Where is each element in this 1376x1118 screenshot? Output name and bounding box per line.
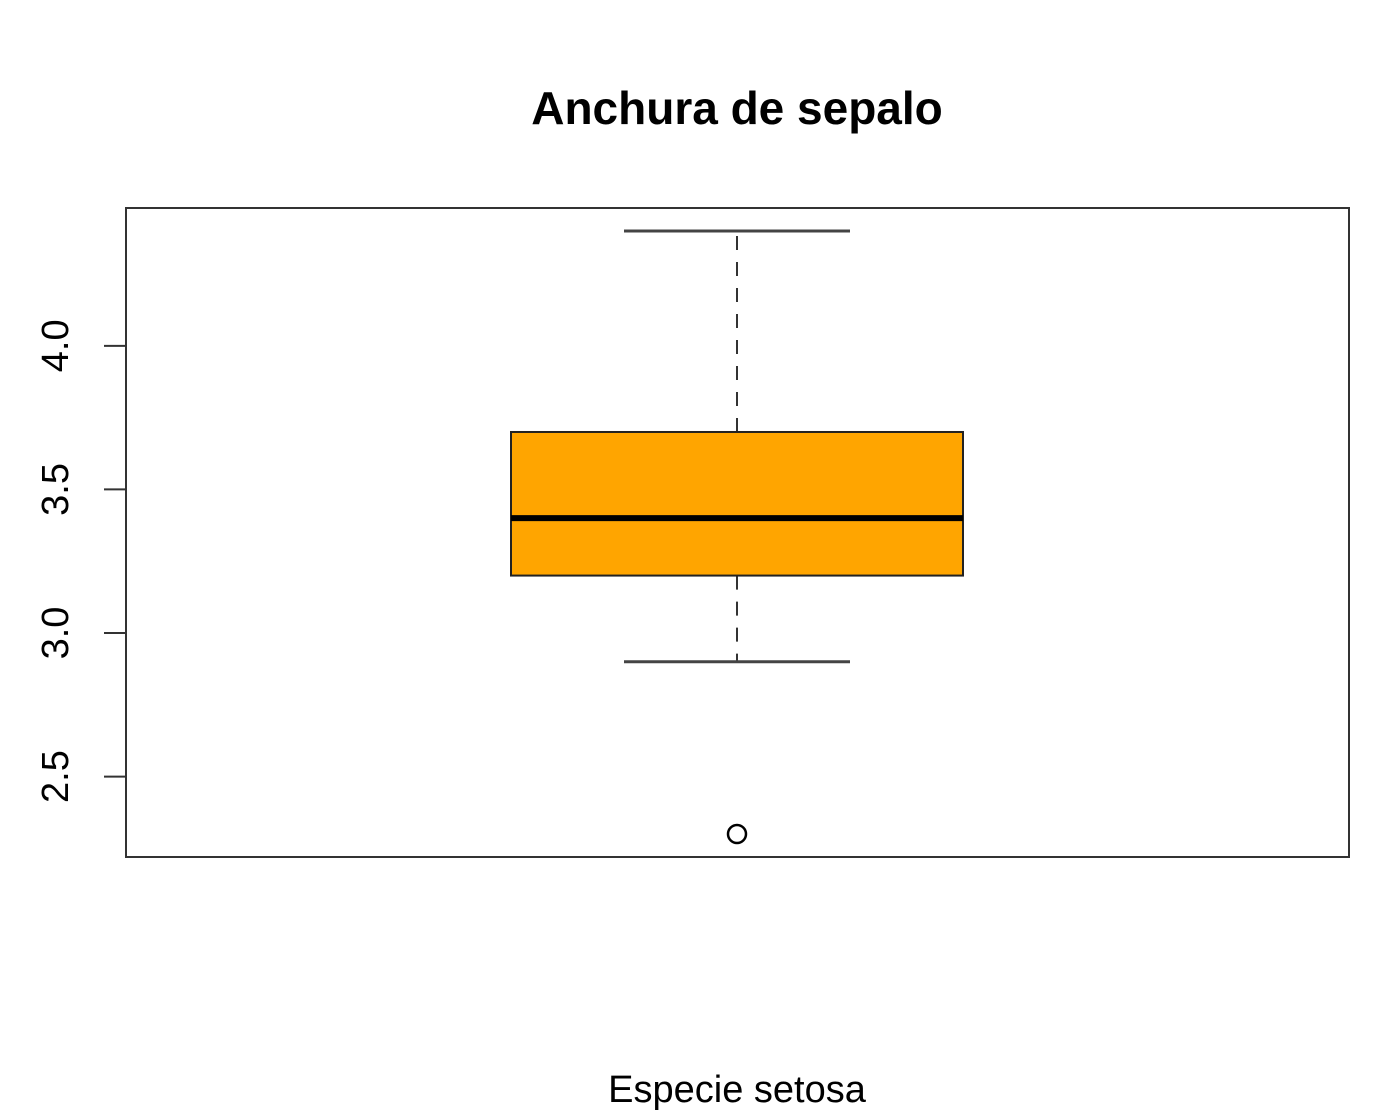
y-tick-label: 3.5 xyxy=(35,463,77,516)
y-axis: 2.5 3.0 3.5 4.0 xyxy=(35,319,127,803)
outlier-point xyxy=(726,823,748,845)
y-tick-label: 4.0 xyxy=(35,319,77,372)
x-axis-label: Especie setosa xyxy=(608,1069,867,1111)
iqr-box xyxy=(510,430,964,577)
chart-title: Anchura de sepalo xyxy=(531,82,943,134)
box-group xyxy=(510,229,964,845)
y-tick-label: 3.0 xyxy=(35,607,77,660)
y-tick-label: 2.5 xyxy=(35,750,77,803)
